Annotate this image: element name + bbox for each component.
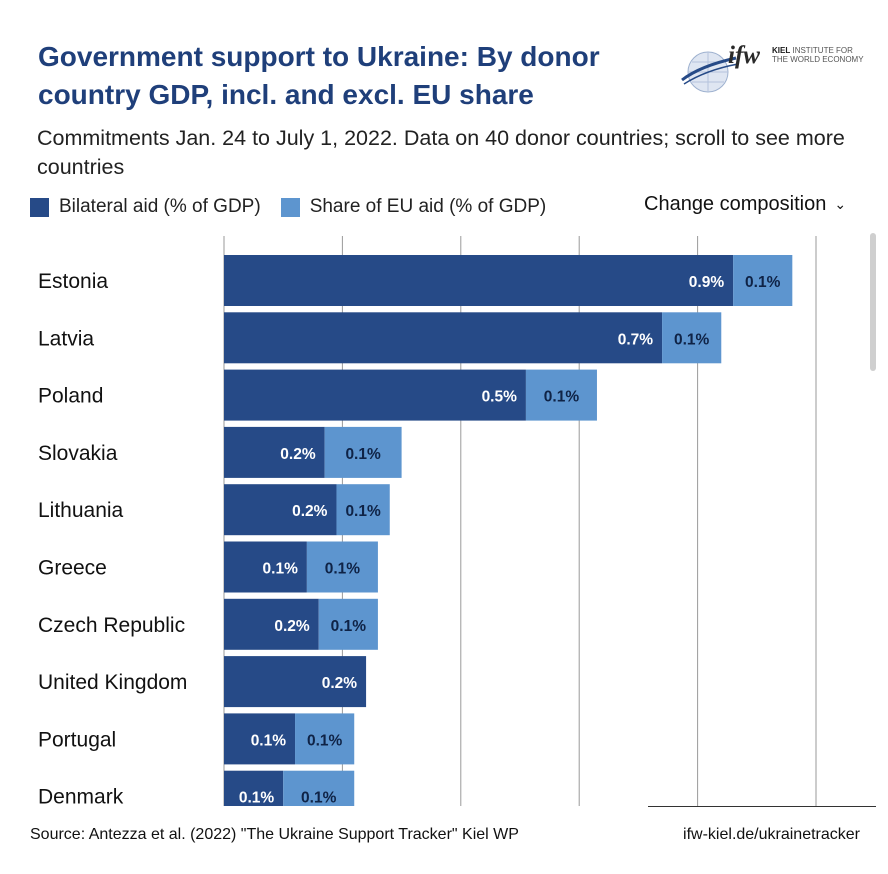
legend-label-eu: Share of EU aid (% of GDP) (309, 196, 547, 217)
legend-item-eu: Share of EU aid (% of GDP) (280, 196, 547, 218)
bar-label-bilateral-czech-republic: 0.2% (274, 618, 310, 635)
category-label-slovakia: Slovakia (38, 442, 118, 465)
category-label-greece: Greece (38, 557, 107, 580)
bar-label-eu-latvia: 0.1% (674, 331, 710, 348)
bar-label-eu-czech-republic: 0.1% (331, 618, 367, 635)
bar-label-eu-estonia: 0.1% (745, 274, 781, 291)
chevron-down-icon: ⌄ (834, 196, 847, 212)
bar-eu-greece (306, 541, 378, 593)
bar-label-bilateral-portugal: 0.1% (251, 732, 287, 749)
legend-label-bilateral: Bilateral aid (% of GDP) (59, 196, 261, 217)
legend-swatch-bilateral (30, 197, 49, 217)
logo-caption: KIEL INSTITUTE FOR THE WORLD ECONOMY (772, 46, 864, 64)
legend: Bilateral aid (% of GDP) Share of EU aid… (30, 196, 566, 218)
bar-eu-poland (525, 369, 597, 421)
bar-bilateral-portugal (224, 713, 296, 765)
bar-bilateral-united-kingdom (224, 656, 367, 708)
scrollbar[interactable] (870, 233, 876, 371)
category-label-estonia: Estonia (38, 270, 108, 293)
bar-bilateral-greece (224, 541, 307, 593)
logo-mark: ifw (728, 42, 760, 69)
source-note: Source: Antezza et al. (2022) "The Ukrai… (30, 826, 519, 843)
category-label-denmark: Denmark (38, 786, 124, 809)
bar-label-bilateral-united-kingdom: 0.2% (322, 675, 358, 692)
bar-label-bilateral-lithuania: 0.2% (292, 503, 328, 520)
bar-label-bilateral-estonia: 0.9% (689, 274, 725, 291)
change-composition-label: Change composition (644, 193, 827, 215)
bar-bilateral-latvia (224, 312, 663, 364)
bar-eu-portugal (295, 713, 355, 765)
ifw-logo: ifw KIEL INSTITUTE FOR THE WORLD ECONOMY (680, 36, 880, 102)
bar-label-bilateral-denmark: 0.1% (239, 790, 275, 807)
bar-eu-czech-republic (318, 598, 378, 650)
bar-label-bilateral-slovakia: 0.2% (280, 446, 316, 463)
bar-eu-latvia (662, 312, 722, 364)
legend-item-bilateral: Bilateral aid (% of GDP) (30, 196, 261, 218)
category-label-united-kingdom: United Kingdom (38, 671, 187, 694)
tracker-link[interactable]: ifw-kiel.de/ukrainetracker (683, 826, 860, 843)
bar-label-bilateral-latvia: 0.7% (618, 331, 654, 348)
bar-eu-estonia (733, 255, 793, 306)
bar-label-bilateral-poland: 0.5% (482, 389, 518, 406)
bar-label-bilateral-greece: 0.1% (263, 561, 299, 578)
bar-bilateral-estonia (224, 255, 734, 306)
bar-label-eu-portugal: 0.1% (307, 732, 343, 749)
bar-label-eu-denmark: 0.1% (301, 790, 337, 807)
bar-label-eu-slovakia: 0.1% (345, 446, 381, 463)
bar-label-eu-greece: 0.1% (325, 561, 361, 578)
globe-icon (681, 51, 739, 93)
category-label-lithuania: Lithuania (38, 499, 124, 522)
bar-label-eu-lithuania: 0.1% (345, 503, 381, 520)
category-label-poland: Poland (38, 385, 103, 408)
bar-bilateral-lithuania (224, 484, 337, 536)
chart-subtitle: Commitments Jan. 24 to July 1, 2022. Dat… (37, 126, 845, 179)
footer-divider (648, 806, 876, 807)
bar-eu-slovakia (324, 426, 402, 478)
legend-swatch-eu (280, 197, 300, 217)
bar-label-eu-poland: 0.1% (544, 389, 580, 406)
change-composition-dropdown[interactable]: Change composition ⌄ (644, 193, 846, 216)
chart-title: Government support to Ukraine: By donor … (38, 41, 600, 110)
bar-bilateral-slovakia (224, 426, 325, 478)
bar-eu-denmark (283, 770, 355, 806)
bar-bilateral-poland (224, 369, 526, 421)
bar-eu-lithuania (336, 484, 390, 536)
bar-bilateral-denmark (224, 770, 284, 806)
category-label-czech-republic: Czech Republic (38, 614, 185, 637)
category-label-latvia: Latvia (38, 327, 94, 350)
category-label-portugal: Portugal (38, 728, 116, 751)
bar-bilateral-czech-republic (224, 598, 319, 650)
